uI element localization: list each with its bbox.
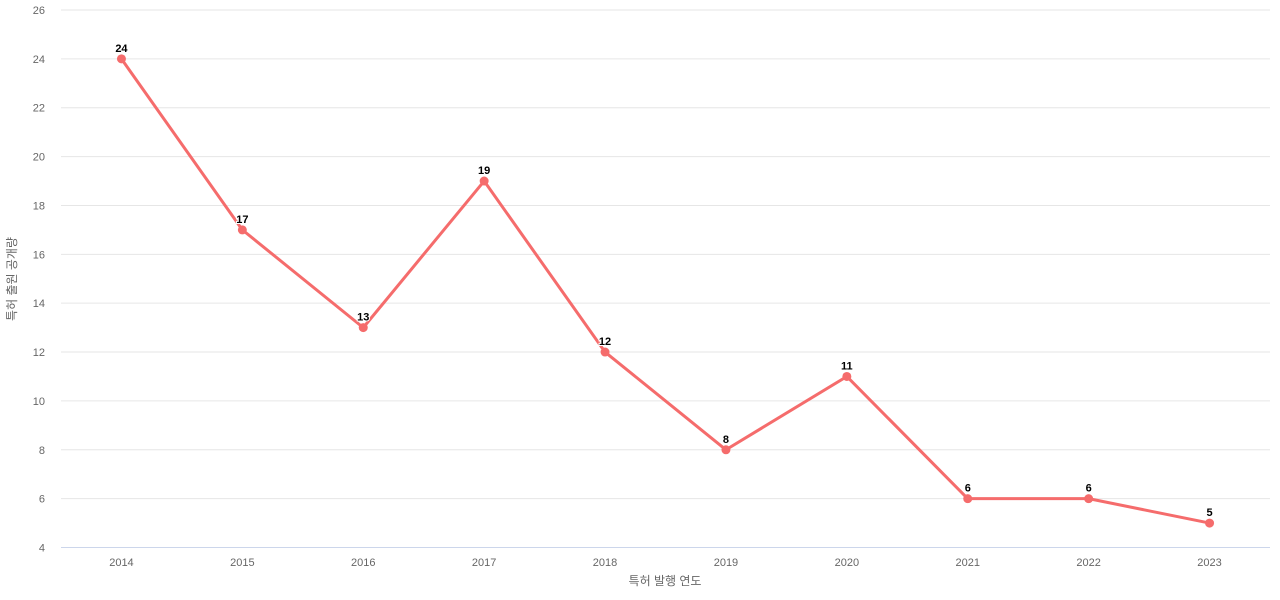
y-tick-label: 12	[33, 347, 45, 359]
x-tick-label: 2019	[714, 557, 738, 569]
data-point-label: 6	[965, 483, 971, 495]
data-point-marker[interactable]	[1205, 518, 1215, 528]
y-tick-label: 18	[33, 200, 45, 212]
x-tick-label: 2023	[1197, 557, 1221, 569]
data-point-marker[interactable]	[1084, 494, 1094, 504]
data-point-label: 24	[115, 43, 128, 55]
data-point-label: 13	[357, 312, 369, 324]
y-tick-label: 14	[33, 298, 45, 310]
data-label-group: 24 17 13 19 12 8 11 6 6 5	[114, 42, 1213, 520]
y-tick-label: 6	[39, 494, 45, 506]
data-point-marker[interactable]	[237, 225, 247, 235]
series-line	[119, 57, 1212, 525]
data-point-marker[interactable]	[963, 494, 973, 504]
data-point-marker[interactable]	[600, 347, 610, 357]
y-tick-label: 10	[33, 396, 45, 408]
data-point-label: 19	[478, 165, 490, 177]
x-tick-label: 2021	[956, 557, 980, 569]
y-tick-label: 22	[33, 103, 45, 115]
y-tick-label: 24	[33, 54, 45, 66]
y-tick-label: 8	[39, 445, 45, 457]
data-point-label: 11	[841, 360, 853, 372]
data-point-label: 12	[599, 336, 611, 348]
series-group	[119, 57, 1212, 525]
x-tick-label: 2017	[472, 557, 496, 569]
y-axis-labels: 4 6 8 10 12 14 16 18 20 22 24 26	[33, 5, 45, 555]
data-point-marker[interactable]	[358, 323, 368, 333]
x-tick-label: 2022	[1076, 557, 1100, 569]
data-point-label: 6	[1086, 483, 1092, 495]
x-tick-label: 2018	[593, 557, 617, 569]
x-axis-labels: 2014 2015 2016 2017 2018 2019 2020 2021 2022 2023	[109, 557, 1222, 569]
marker-group	[116, 54, 1215, 528]
y-gridlines	[61, 9, 1270, 548]
y-axis-title: 특허 출원 공개량	[5, 237, 19, 321]
y-tick-label: 26	[33, 5, 45, 17]
x-axis-title: 특허 발행 연도	[629, 573, 702, 588]
data-point-label: 8	[723, 434, 729, 446]
x-tick-label: 2014	[109, 557, 133, 569]
data-point-marker[interactable]	[479, 176, 489, 186]
x-tick-label: 2016	[351, 557, 375, 569]
x-tick-label: 2020	[835, 557, 859, 569]
x-tick-label: 2015	[230, 557, 254, 569]
data-point-marker[interactable]	[116, 54, 126, 64]
data-point-label: 5	[1206, 507, 1212, 519]
data-point-marker[interactable]	[721, 445, 731, 455]
data-point-label: 17	[236, 214, 248, 226]
y-tick-label: 20	[33, 152, 45, 164]
data-point-marker[interactable]	[842, 371, 852, 381]
y-tick-label: 4	[39, 543, 45, 555]
y-tick-label: 16	[33, 249, 45, 261]
